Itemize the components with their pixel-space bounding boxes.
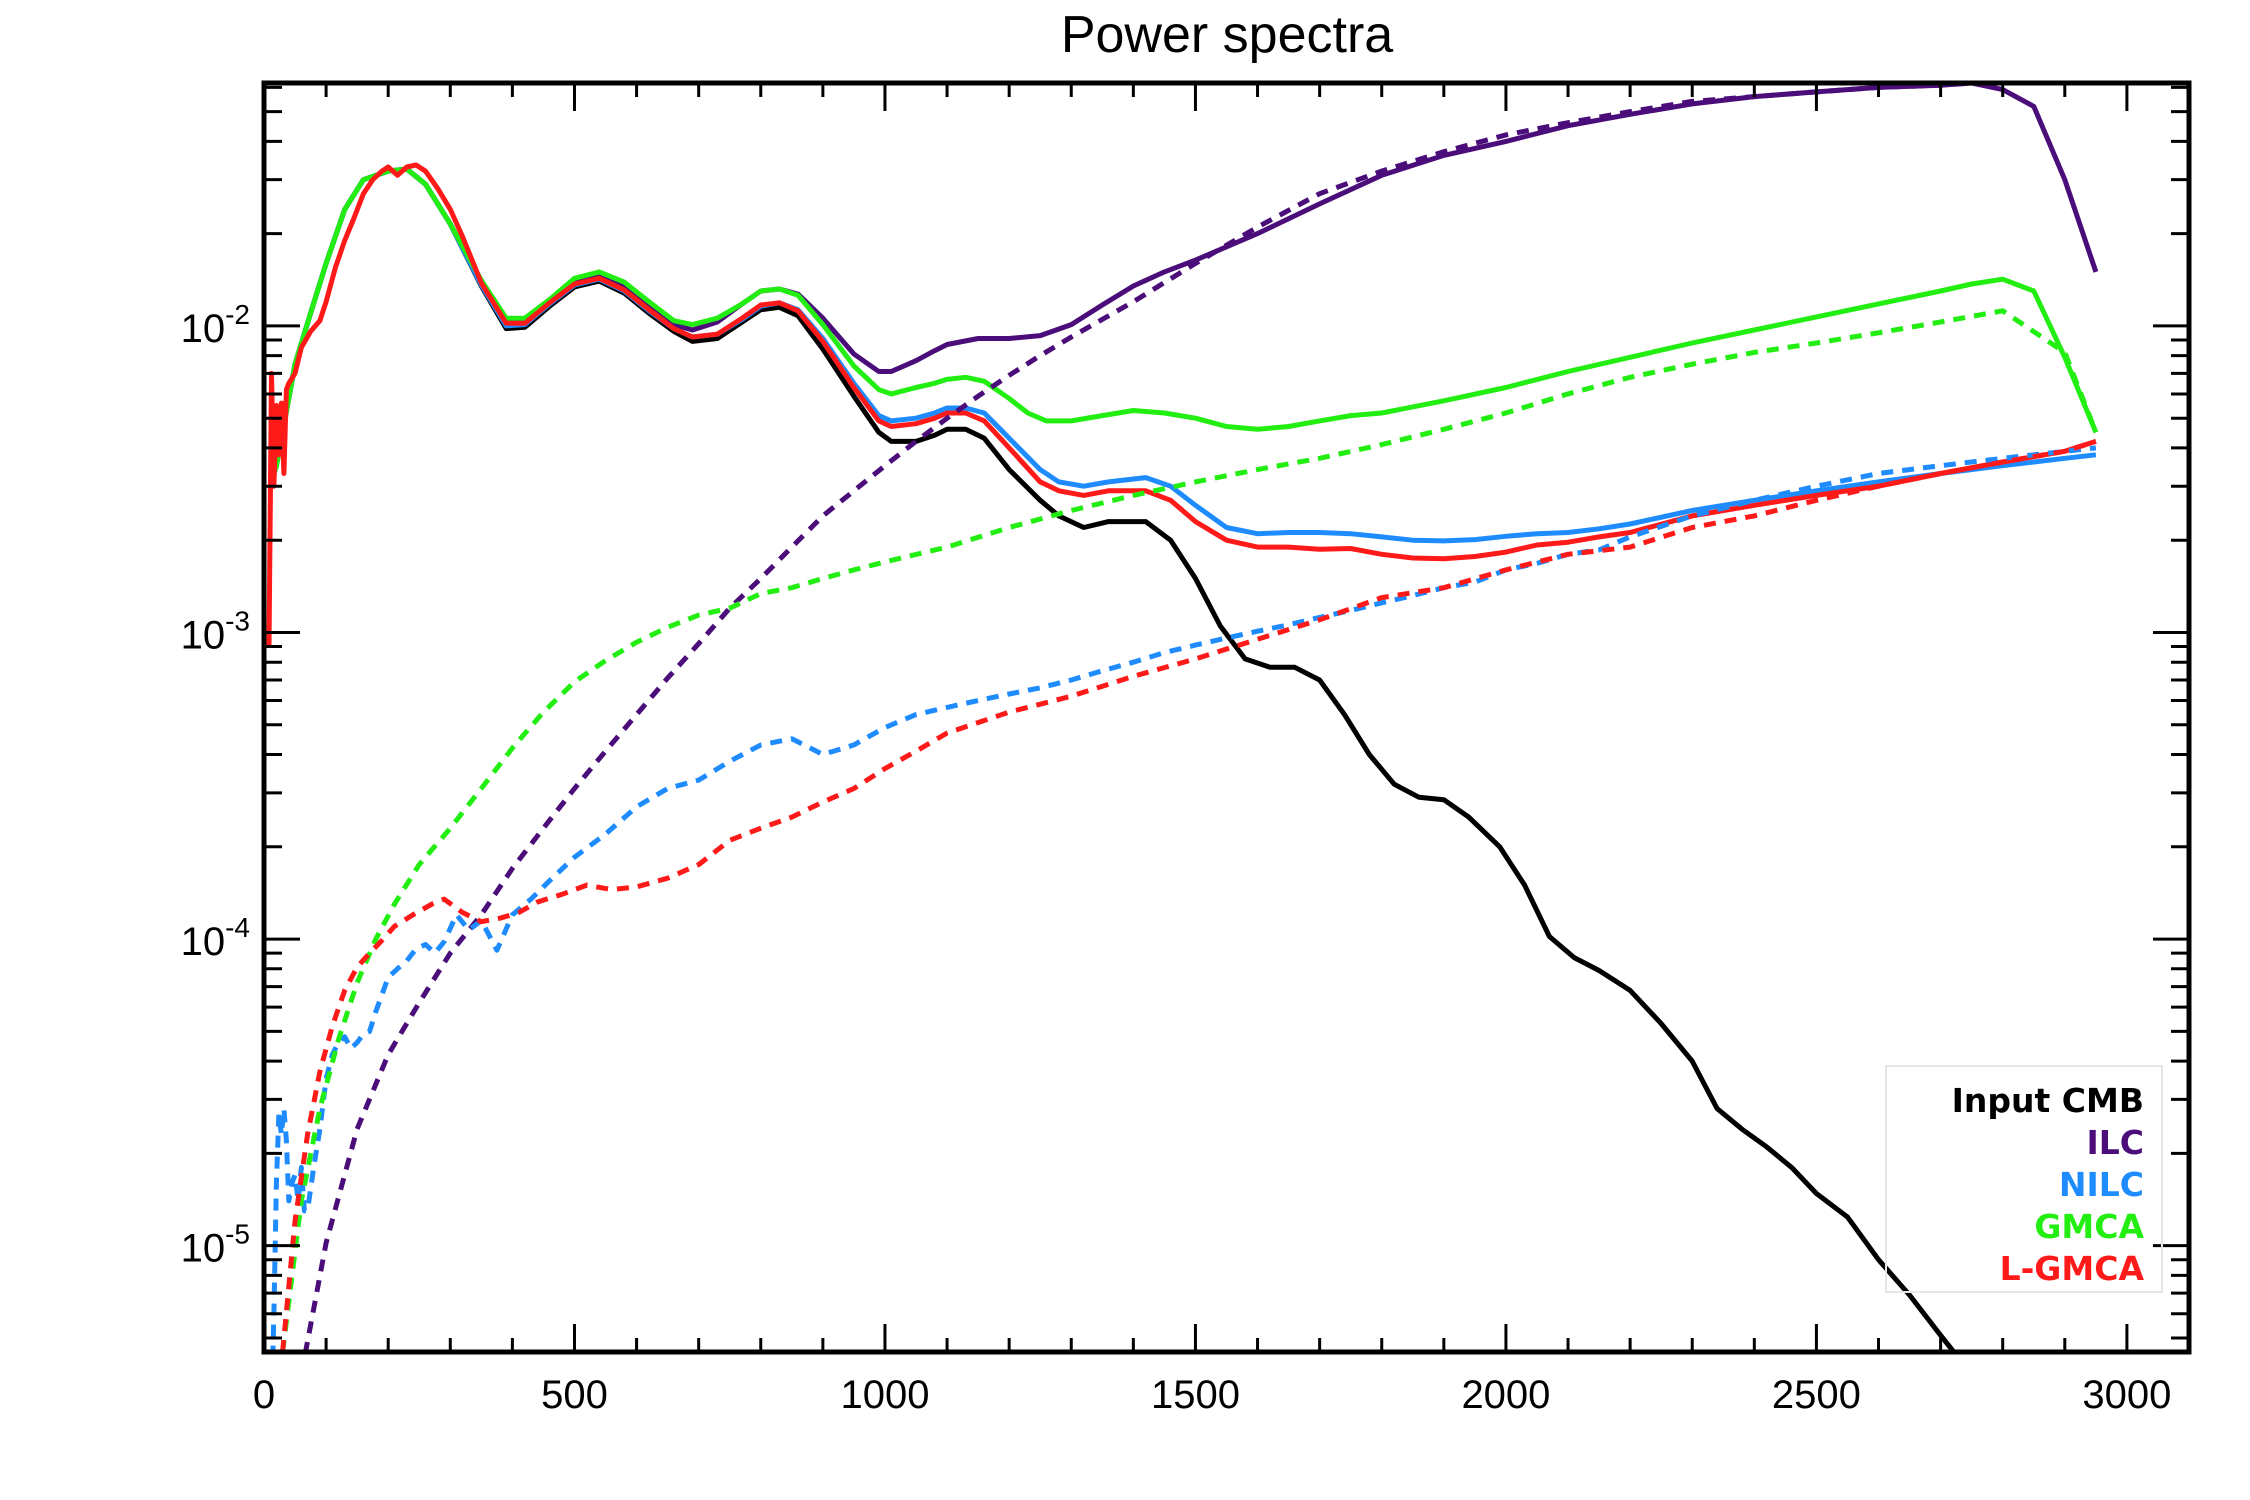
chart-title: Power spectra: [1061, 6, 1393, 64]
series-5-dashed-line: [302, 83, 1972, 1352]
plot-frame: [261, 80, 2192, 1355]
legend-entry-l-gmca: L-GMCA: [2000, 1249, 2145, 1288]
y-tick-label: 10-2: [181, 299, 250, 351]
y-tick-label: 10-5: [181, 1219, 250, 1271]
x-tick-label: 2500: [1772, 1373, 1861, 1417]
ilc-line: [267, 83, 2099, 487]
x-tick-label: 500: [541, 1373, 608, 1417]
tick-layer: 0 500 1000 1500 2000 2500 3000 10-2 10-3 10-4 10-5: [181, 83, 2189, 1417]
legend-entry-ilc: ILC: [2086, 1123, 2144, 1162]
series-layer: [266, 83, 2099, 1352]
legend-entry-gmca: GMCA: [2034, 1207, 2144, 1246]
series-6-dashed-line: [266, 445, 2097, 1352]
legend-box: [1885, 1065, 2163, 1293]
x-tick-label: 2000: [1461, 1373, 1550, 1417]
legend-entry-input-cmb: Input CMB: [1952, 1081, 2144, 1120]
x-tick-label: 1000: [840, 1373, 929, 1417]
series-8-dashed-line: [280, 439, 2097, 1352]
x-tick-label: 3000: [2082, 1373, 2171, 1417]
y-tick-label: 10-4: [181, 912, 250, 964]
gmca-line: [267, 166, 2099, 487]
input-cmb-line: [267, 166, 1958, 1352]
y-tick-label: 10-3: [181, 606, 250, 658]
series-7-dashed-line: [280, 308, 2099, 1352]
x-tick-label: 1500: [1151, 1373, 1240, 1417]
l-gmca-line: [266, 162, 2097, 647]
legend-entry-nilc: NILC: [2059, 1165, 2144, 1204]
x-tick-label: 0: [253, 1373, 275, 1417]
